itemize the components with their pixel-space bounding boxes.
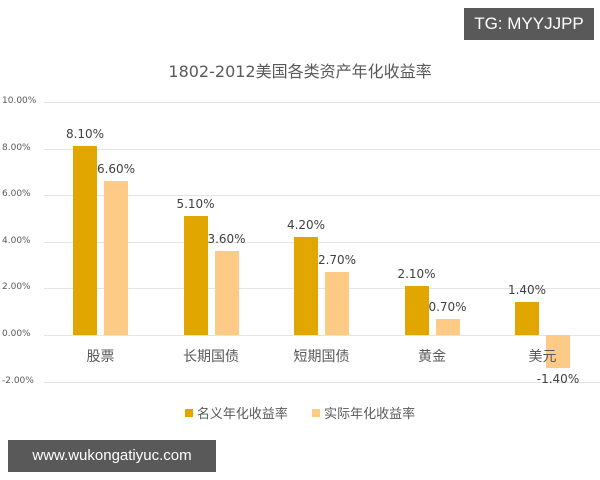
- data-label: 2.70%: [317, 253, 357, 268]
- legend-label-nominal: 名义年化收益率: [196, 407, 288, 422]
- data-label: 6.60%: [96, 162, 136, 177]
- y-tick-label: 2.00%: [2, 282, 31, 292]
- category-label: 股票: [86, 349, 115, 365]
- data-label: 1.40%: [507, 283, 547, 298]
- gridline: [44, 382, 600, 383]
- y-tick-label: 0.00%: [2, 329, 31, 339]
- watermark-url: www.wukongatiyuc.com: [8, 440, 216, 472]
- bar-real: [435, 318, 460, 335]
- legend-item-real: 实际年化收益率: [312, 403, 415, 422]
- data-label: 8.10%: [65, 127, 105, 142]
- bar-real: [546, 335, 570, 368]
- y-tick-label: 8.00%: [2, 143, 31, 153]
- category-label: 美元: [528, 349, 557, 365]
- bar-nominal: [183, 216, 208, 335]
- legend-swatch-real: [312, 408, 321, 417]
- y-tick-label: 6.00%: [2, 189, 31, 199]
- data-label: 3.60%: [207, 232, 246, 247]
- data-label: 2.10%: [397, 267, 436, 282]
- y-tick-label: 4.00%: [2, 236, 31, 246]
- legend-item-nominal: 名义年化收益率: [184, 403, 288, 422]
- data-label: 5.10%: [176, 197, 215, 212]
- data-label: -1.40%: [536, 371, 580, 386]
- legend-label-real: 实际年化收益率: [324, 407, 416, 422]
- gridline: [44, 149, 600, 150]
- gridline: [44, 288, 600, 289]
- gridline: [44, 102, 600, 103]
- bar-nominal: [515, 302, 539, 335]
- watermark-tg: TG: MYYJJPP: [464, 8, 594, 40]
- legend: 名义年化收益率 实际年化收益率: [0, 403, 600, 422]
- bar-real: [104, 181, 128, 335]
- bar-real: [214, 251, 239, 335]
- legend-swatch-nominal: [184, 408, 193, 417]
- y-tick-label: -2.00%: [2, 376, 34, 386]
- bar-nominal: [404, 286, 429, 335]
- gridline: [44, 335, 600, 336]
- category-label: 短期国债: [293, 349, 350, 365]
- bar-real: [325, 272, 349, 335]
- data-label: 0.70%: [428, 299, 467, 314]
- y-tick-label: 10.00%: [2, 96, 37, 106]
- bar-nominal: [294, 237, 318, 335]
- data-label: 4.20%: [286, 218, 326, 233]
- category-label: 黄金: [418, 349, 446, 365]
- chart-title: 1802-2012美国各类资产年化收益率: [168, 62, 432, 81]
- gridline: [44, 195, 600, 196]
- gridline: [44, 242, 600, 243]
- bar-nominal: [73, 146, 97, 335]
- category-label: 长期国债: [183, 349, 239, 365]
